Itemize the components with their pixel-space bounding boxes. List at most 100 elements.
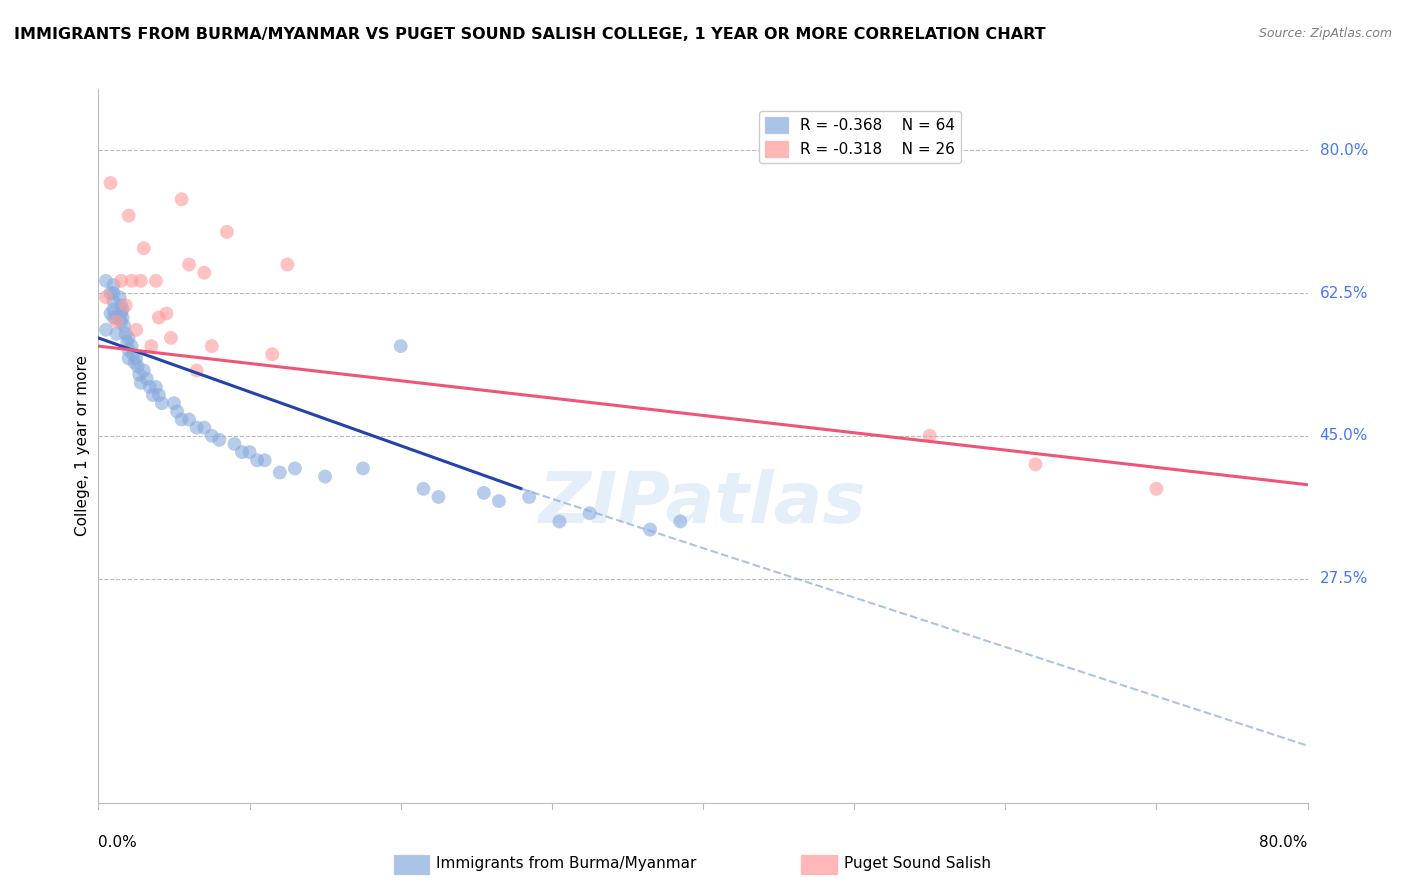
Point [427, 490, 450, 504]
Y-axis label: College, 1 year or more: College, 1 year or more [75, 356, 90, 536]
Point [150, 396, 173, 410]
Point [239, 445, 262, 459]
Point [231, 445, 253, 459]
Point [548, 515, 571, 529]
Point [125, 323, 148, 337]
Point [145, 380, 167, 394]
Point [103, 310, 125, 325]
Point [94, 290, 117, 304]
Point [145, 274, 167, 288]
Legend: R = -0.368    N = 64, R = -0.318    N = 26: R = -0.368 N = 64, R = -0.318 N = 26 [759, 112, 962, 163]
Point [389, 339, 412, 353]
Text: 45.0%: 45.0% [1320, 428, 1368, 443]
Point [118, 351, 141, 366]
Point [177, 412, 201, 426]
Point [105, 326, 128, 341]
Point [100, 306, 122, 320]
Point [121, 274, 143, 288]
Point [121, 339, 143, 353]
Point [142, 388, 165, 402]
Point [284, 461, 307, 475]
Point [638, 523, 661, 537]
Point [276, 258, 298, 272]
Point [110, 274, 132, 288]
Point [94, 274, 117, 288]
Point [103, 294, 125, 309]
Point [141, 339, 163, 353]
Point [114, 298, 136, 312]
Point [472, 486, 495, 500]
Point [1024, 458, 1046, 472]
Text: 62.5%: 62.5% [1320, 285, 1368, 301]
Point [128, 368, 150, 382]
Point [201, 429, 224, 443]
Point [129, 274, 152, 288]
Point [166, 404, 188, 418]
Point [110, 315, 132, 329]
Point [100, 286, 122, 301]
Point [148, 310, 170, 325]
Point [110, 298, 132, 312]
Point [186, 420, 208, 434]
Point [170, 192, 193, 206]
Point [669, 515, 692, 529]
Point [193, 266, 215, 280]
Text: 0.0%: 0.0% [98, 835, 138, 850]
Point [111, 302, 134, 317]
Point [193, 420, 215, 434]
Point [112, 318, 135, 333]
Point [177, 258, 201, 272]
Point [918, 429, 941, 443]
Point [103, 277, 125, 292]
Point [132, 241, 155, 255]
Point [412, 482, 434, 496]
Point [224, 437, 246, 451]
Text: 80.0%: 80.0% [1320, 143, 1368, 158]
Point [1144, 482, 1167, 496]
Point [118, 343, 141, 358]
Point [115, 334, 138, 349]
Point [201, 339, 224, 353]
Point [132, 363, 155, 377]
Point [517, 490, 540, 504]
Point [103, 286, 125, 301]
Point [108, 290, 131, 304]
Point [105, 315, 128, 329]
Point [110, 306, 132, 320]
Point [163, 396, 186, 410]
Point [269, 466, 291, 480]
Point [127, 359, 149, 374]
Point [122, 347, 145, 361]
Point [148, 388, 170, 402]
Point [246, 453, 269, 467]
Point [186, 363, 208, 377]
Point [488, 494, 510, 508]
Point [105, 310, 128, 325]
Text: Puget Sound Salish: Puget Sound Salish [844, 856, 991, 871]
Point [114, 326, 136, 341]
Point [155, 306, 177, 320]
Point [100, 176, 122, 190]
Point [170, 412, 193, 426]
Point [352, 461, 374, 475]
Text: IMMIGRANTS FROM BURMA/MYANMAR VS PUGET SOUND SALISH COLLEGE, 1 YEAR OR MORE CORR: IMMIGRANTS FROM BURMA/MYANMAR VS PUGET S… [14, 27, 1046, 42]
Text: Source: ZipAtlas.com: Source: ZipAtlas.com [1258, 27, 1392, 40]
Point [314, 469, 336, 483]
Point [208, 433, 231, 447]
Point [118, 331, 141, 345]
Point [215, 225, 238, 239]
Point [262, 347, 284, 361]
Text: 80.0%: 80.0% [1260, 835, 1308, 850]
Point [578, 506, 600, 520]
Text: Immigrants from Burma/Myanmar: Immigrants from Burma/Myanmar [436, 856, 696, 871]
Point [118, 209, 141, 223]
Point [111, 310, 134, 325]
Text: 27.5%: 27.5% [1320, 571, 1368, 586]
Text: ZIPatlas: ZIPatlas [540, 468, 866, 538]
Point [135, 372, 157, 386]
Point [160, 331, 183, 345]
Point [139, 380, 162, 394]
Point [124, 355, 146, 369]
Point [103, 302, 125, 317]
Point [129, 376, 152, 390]
